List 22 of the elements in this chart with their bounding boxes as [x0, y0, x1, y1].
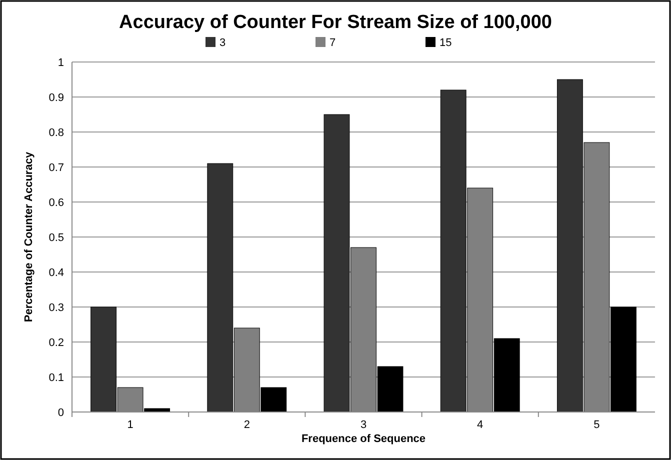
x-axis-title: Frequence of Sequence: [301, 433, 426, 445]
legend-label: 15: [440, 37, 452, 49]
x-tick-label: 5: [594, 419, 600, 431]
x-tick-label: 1: [127, 419, 134, 431]
y-tick-label: 0.1: [48, 372, 64, 384]
y-tick-label: 0: [58, 406, 64, 419]
y-tick-label: 0.2: [48, 336, 64, 349]
y-tick-label: 0.8: [48, 126, 64, 139]
x-tick-label: 4: [477, 419, 484, 431]
y-tick-label: 1: [58, 56, 64, 69]
legend-label: 7: [330, 37, 336, 49]
chart-title: Accuracy of Counter For Stream Size of 100,000: [119, 12, 552, 33]
y-tick-label: 0.6: [48, 196, 64, 209]
y-tick-label: 0.4: [48, 266, 64, 279]
y-tick-label: 0.9: [48, 92, 64, 104]
y-tick-label: 0.3: [48, 302, 64, 314]
x-tick-label: 2: [244, 419, 250, 431]
x-tick-label: 3: [360, 419, 367, 431]
legend-label: 3: [220, 37, 226, 49]
y-tick-label: 0.7: [48, 162, 64, 174]
y-axis-title: Percentage of Counter Accuracy: [23, 151, 35, 322]
y-tick-label: 0.5: [48, 232, 64, 244]
